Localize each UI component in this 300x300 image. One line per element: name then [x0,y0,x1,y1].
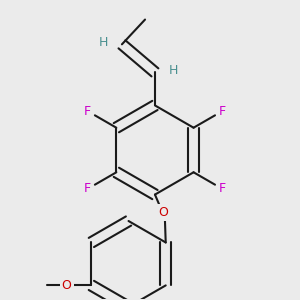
Text: H: H [168,64,178,77]
Text: F: F [84,182,91,195]
Text: O: O [61,279,71,292]
Text: F: F [219,105,226,118]
Text: O: O [158,206,168,219]
Text: F: F [84,105,91,118]
Text: F: F [219,182,226,195]
Text: H: H [99,36,109,49]
